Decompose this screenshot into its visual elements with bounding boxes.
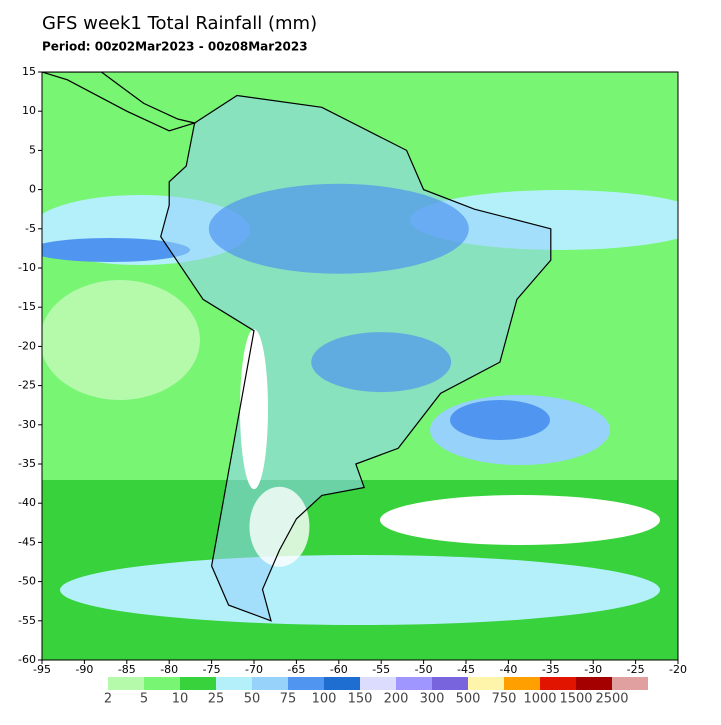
x-tick-label: -35: [542, 663, 560, 676]
colorbar-label: 2500: [595, 692, 628, 707]
colorbar-swatch: [144, 677, 180, 690]
colorbar-label: 2: [104, 692, 112, 707]
south-rain: [311, 332, 452, 393]
x-tick-label: -20: [669, 663, 687, 676]
colorbar-swatch: [216, 677, 252, 690]
colorbar-label: 200: [384, 692, 409, 707]
y-tick-label: -50: [18, 575, 36, 588]
y-tick-label: -15: [18, 300, 36, 313]
y-tick-label: -5: [25, 222, 36, 235]
x-tick-label: -55: [372, 663, 390, 676]
x-tick-label: -60: [330, 663, 348, 676]
colorbar-label: 1000: [523, 692, 556, 707]
coastline: [42, 72, 197, 132]
colorbar-swatch: [252, 677, 288, 690]
y-tick-label: 15: [22, 65, 36, 78]
y-tick-label: 0: [29, 183, 36, 196]
y-tick-label: -55: [18, 614, 36, 627]
colorbar-label: 150: [348, 692, 373, 707]
field-blue: [42, 238, 190, 262]
colorbar-swatch: [108, 677, 144, 690]
land: [42, 72, 552, 622]
y-tick-label: -20: [18, 339, 36, 352]
colorbar-swatch: [432, 677, 468, 690]
colorbar-swatch: [180, 677, 216, 690]
x-tick-label: -85: [118, 663, 136, 676]
colorbar-swatch: [504, 677, 540, 690]
colorbar-label: 500: [456, 692, 481, 707]
colorbar-swatch: [468, 677, 504, 690]
plot-frame: [41, 71, 679, 661]
x-tick-label: -30: [584, 663, 602, 676]
patagonia-dry: [249, 486, 310, 567]
x-tick-label: -95: [33, 663, 51, 676]
colorbar-swatch: [360, 677, 396, 690]
amazon-rain: [208, 183, 469, 274]
y-tick-label: -45: [18, 535, 36, 548]
y-tick-label: -10: [18, 261, 36, 274]
colorbar-swatch: [288, 677, 324, 690]
y-tick-label: -60: [18, 653, 36, 666]
y-tick-label: -40: [18, 496, 36, 509]
andes-dry: [240, 329, 268, 490]
x-tick-label: -80: [160, 663, 178, 676]
field-cyan: [60, 555, 660, 625]
colorbar-label: 300: [420, 692, 445, 707]
x-tick-label: -45: [457, 663, 475, 676]
colorbar-label: 25: [208, 692, 225, 707]
x-tick-label: -90: [75, 663, 93, 676]
y-tick-label: 10: [22, 104, 36, 117]
coastline: [160, 94, 552, 622]
colorbar-swatch: [324, 677, 360, 690]
field-dry: [380, 495, 660, 545]
colorbar-label: 10: [172, 692, 189, 707]
map-title: GFS week1 Total Rainfall (mm): [42, 13, 317, 34]
y-tick-label: -35: [18, 457, 36, 470]
colorbar-swatch: [396, 677, 432, 690]
colorbar-label: 75: [280, 692, 297, 707]
colorbar-swatch: [540, 677, 576, 690]
y-tick-label: -25: [18, 379, 36, 392]
colorbar: 2 5 10 25 50 75 100 150 200 300 500 750 1000 1500 2500: [104, 677, 648, 707]
y-tick-label: 5: [29, 143, 36, 156]
x-tick-label: -70: [245, 663, 263, 676]
x-tick-label: -75: [203, 663, 221, 676]
map-period: Period: 00z02Mar2023 - 00z08Mar2023: [42, 40, 308, 54]
axes: 15 10 5 0 -5 -10 -15 -20 -25 -30 -35 -40 -45 -50 -55 -6…: [18, 65, 687, 676]
field-light: [42, 280, 200, 400]
x-tick-label: -50: [415, 663, 433, 676]
x-tick-label: -25: [627, 663, 645, 676]
x-tick-label: -65: [287, 663, 305, 676]
colorbar-label: 50: [244, 692, 261, 707]
colorbar-label: 100: [312, 692, 337, 707]
colorbar-label: 750: [492, 692, 517, 707]
colorbar-swatch: [612, 677, 648, 690]
field-blue: [450, 400, 550, 440]
colorbar-label: 5: [140, 692, 148, 707]
colorbar-swatch: [576, 677, 612, 690]
y-tick-label: -30: [18, 418, 36, 431]
colorbar-label: 1500: [559, 692, 592, 707]
x-tick-label: -40: [499, 663, 517, 676]
